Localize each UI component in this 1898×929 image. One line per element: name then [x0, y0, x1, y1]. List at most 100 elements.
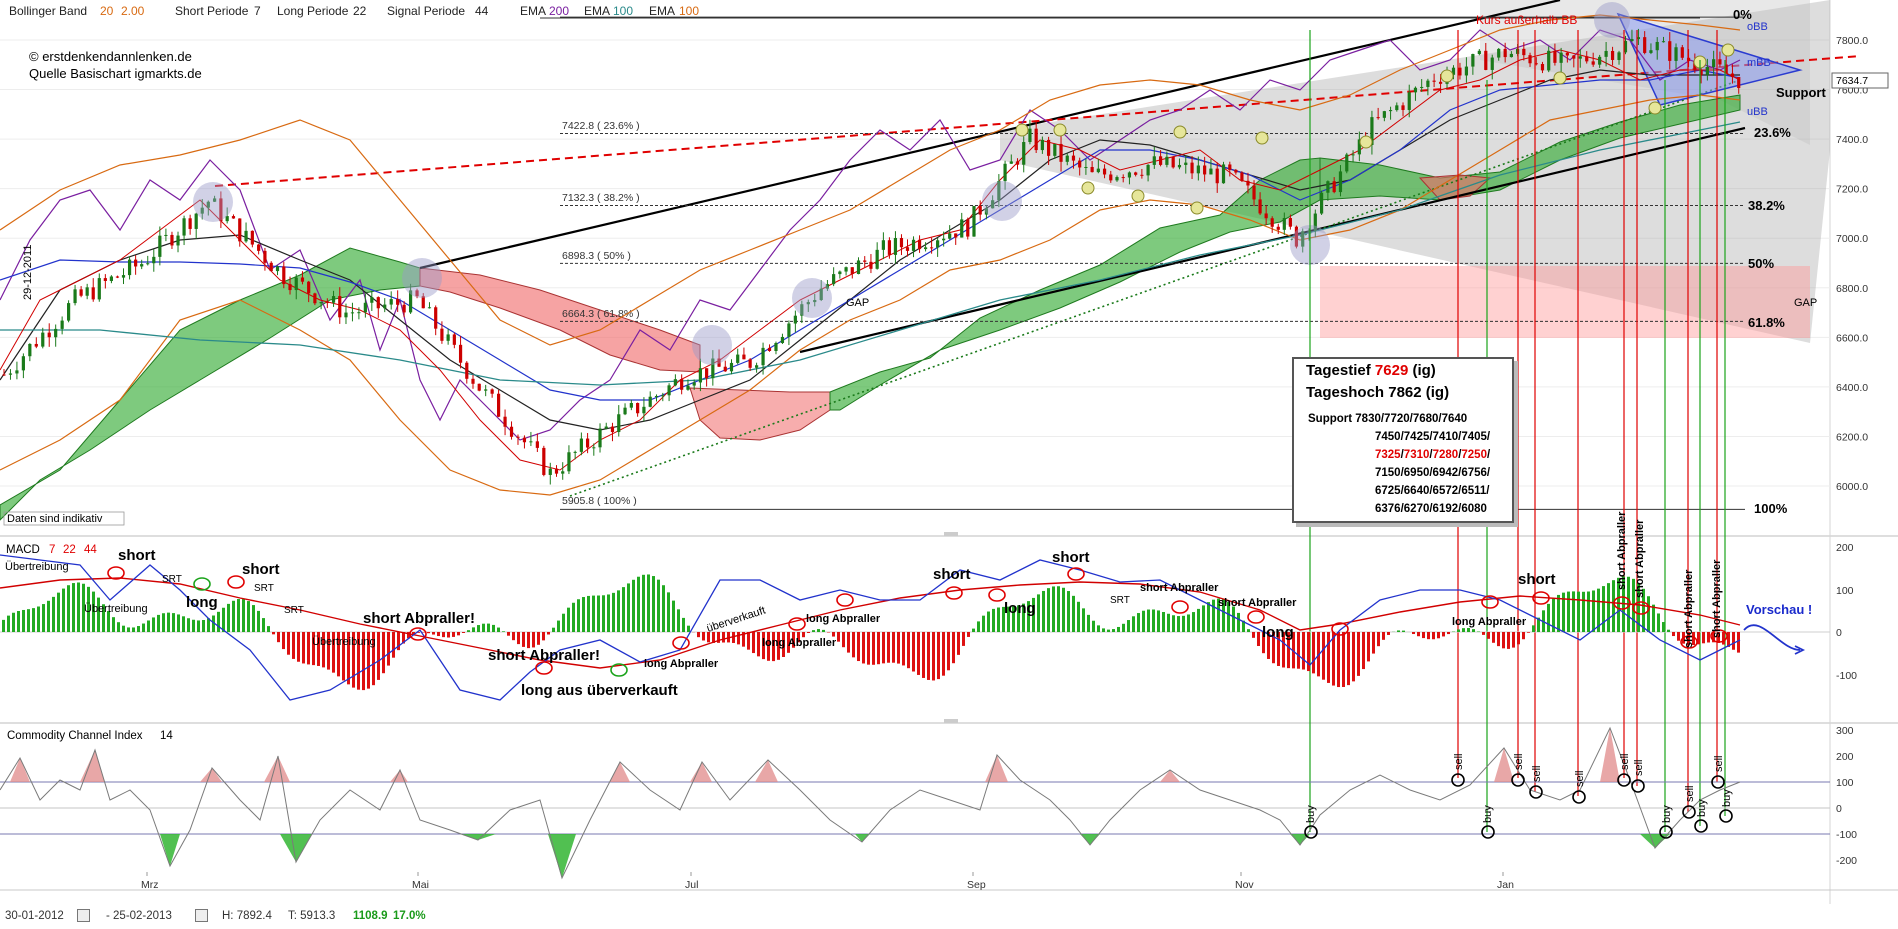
candle-body — [1196, 165, 1200, 174]
macd-bar — [247, 601, 250, 632]
macd-bar — [767, 632, 770, 661]
macd-bar — [377, 632, 380, 680]
candle-body — [1140, 174, 1144, 176]
candle-body — [825, 284, 830, 289]
candle-body — [91, 287, 95, 300]
macd-signal-circles — [107, 566, 1728, 675]
macd-bar — [1482, 632, 1485, 635]
candle-body — [1565, 52, 1569, 56]
macd-bar — [1447, 632, 1450, 635]
macd-bar — [142, 623, 145, 632]
candle-body — [844, 267, 848, 272]
date-to[interactable]: - 25-02-2013 — [106, 910, 172, 922]
cci-buy: buy — [1721, 789, 1733, 807]
gap-zone-right — [1320, 266, 1810, 338]
candle-body — [34, 343, 38, 347]
macd-bar — [1172, 615, 1175, 632]
candle-body — [887, 240, 892, 255]
candle-body — [1617, 52, 1621, 60]
candle-body — [1294, 226, 1299, 247]
support-red-4: 7250 — [1461, 449, 1487, 461]
macd-ann-short-abpraller4: short Abpraller — [1218, 597, 1297, 609]
macd-bar — [482, 623, 485, 632]
calendar-icon[interactable] — [77, 909, 90, 922]
candle-body — [1319, 192, 1324, 214]
macd-bar — [1137, 613, 1140, 632]
candle-body — [800, 304, 804, 316]
candlestick-series — [2, 28, 1741, 485]
candle-body — [1282, 218, 1286, 230]
macd-bar — [1412, 632, 1415, 635]
macd-bar — [797, 632, 800, 643]
candle-body — [1636, 37, 1641, 40]
macd-bar — [107, 611, 110, 632]
macd-bar — [337, 632, 340, 677]
candle-body — [503, 416, 507, 427]
candle-body — [522, 437, 527, 443]
candle-body — [723, 366, 727, 372]
macd-bar — [1202, 605, 1205, 632]
candle-body — [225, 216, 229, 222]
macd-bar — [1612, 580, 1615, 632]
macd-bar — [102, 604, 105, 632]
candle-body — [21, 356, 25, 371]
candle-body — [1009, 161, 1013, 164]
last-price-label: 7634.7 — [1836, 75, 1868, 87]
candle-body — [1096, 168, 1100, 173]
header-ema1-v: 200 — [549, 4, 569, 18]
macd-bar — [452, 632, 455, 637]
calendar-icon[interactable] — [195, 909, 208, 922]
macd-bar — [1157, 610, 1160, 632]
candle-body — [188, 218, 192, 229]
candle-body — [604, 426, 608, 429]
macd-bar — [732, 632, 735, 643]
macd-bar — [562, 613, 565, 632]
header-ema2-label: EMA — [584, 4, 610, 18]
macd-bar — [172, 613, 175, 632]
macd-bar — [292, 632, 295, 659]
candle-body — [73, 289, 77, 304]
macd-bar — [822, 629, 825, 632]
candle-body — [200, 207, 204, 214]
macd-bar — [147, 620, 150, 632]
date-from[interactable]: 30-01-2012 — [5, 910, 64, 922]
candle-body — [850, 267, 854, 275]
candle-body — [370, 297, 374, 303]
candle-body — [1028, 128, 1032, 143]
candle-body — [542, 447, 546, 475]
candle-body — [598, 428, 602, 448]
macd-bar — [1422, 632, 1425, 639]
macd-bar — [992, 608, 995, 632]
macd-bar — [162, 613, 165, 632]
macd-bar — [407, 632, 410, 639]
macd-p3: 44 — [84, 544, 97, 556]
macd-bar — [1147, 609, 1150, 632]
macd-bar — [477, 625, 480, 632]
candle-body — [1184, 162, 1188, 165]
cci-resize-handle[interactable] — [944, 719, 958, 723]
macd-bar — [127, 627, 130, 632]
candle-body — [1705, 66, 1709, 75]
macd-tick: -100 — [1836, 670, 1857, 682]
macd-resize-handle[interactable] — [944, 532, 958, 536]
macd-bar — [542, 632, 545, 641]
macd-bar — [867, 632, 870, 665]
green-dotted-support — [569, 79, 1741, 497]
period-low: T: 5913.3 — [288, 910, 336, 922]
fib-lines — [560, 16, 1745, 510]
candle-body — [642, 406, 646, 414]
macd-bar — [1642, 588, 1645, 632]
candle-body — [579, 438, 583, 452]
macd-bar — [1057, 586, 1060, 632]
macd-ann-long-abpraller2: long Abpraller — [762, 637, 837, 649]
macd-bar — [1217, 598, 1220, 632]
candle-body — [748, 359, 752, 368]
macd-ann-long-abpraller3: long Abpraller — [806, 613, 881, 625]
macd-bar — [1562, 592, 1565, 632]
candle-body — [383, 304, 387, 309]
macd-bar — [312, 632, 315, 666]
macd-bar — [412, 632, 415, 635]
candle-body — [832, 274, 836, 285]
candle-body — [1668, 41, 1672, 61]
macd-bar — [1617, 577, 1620, 632]
